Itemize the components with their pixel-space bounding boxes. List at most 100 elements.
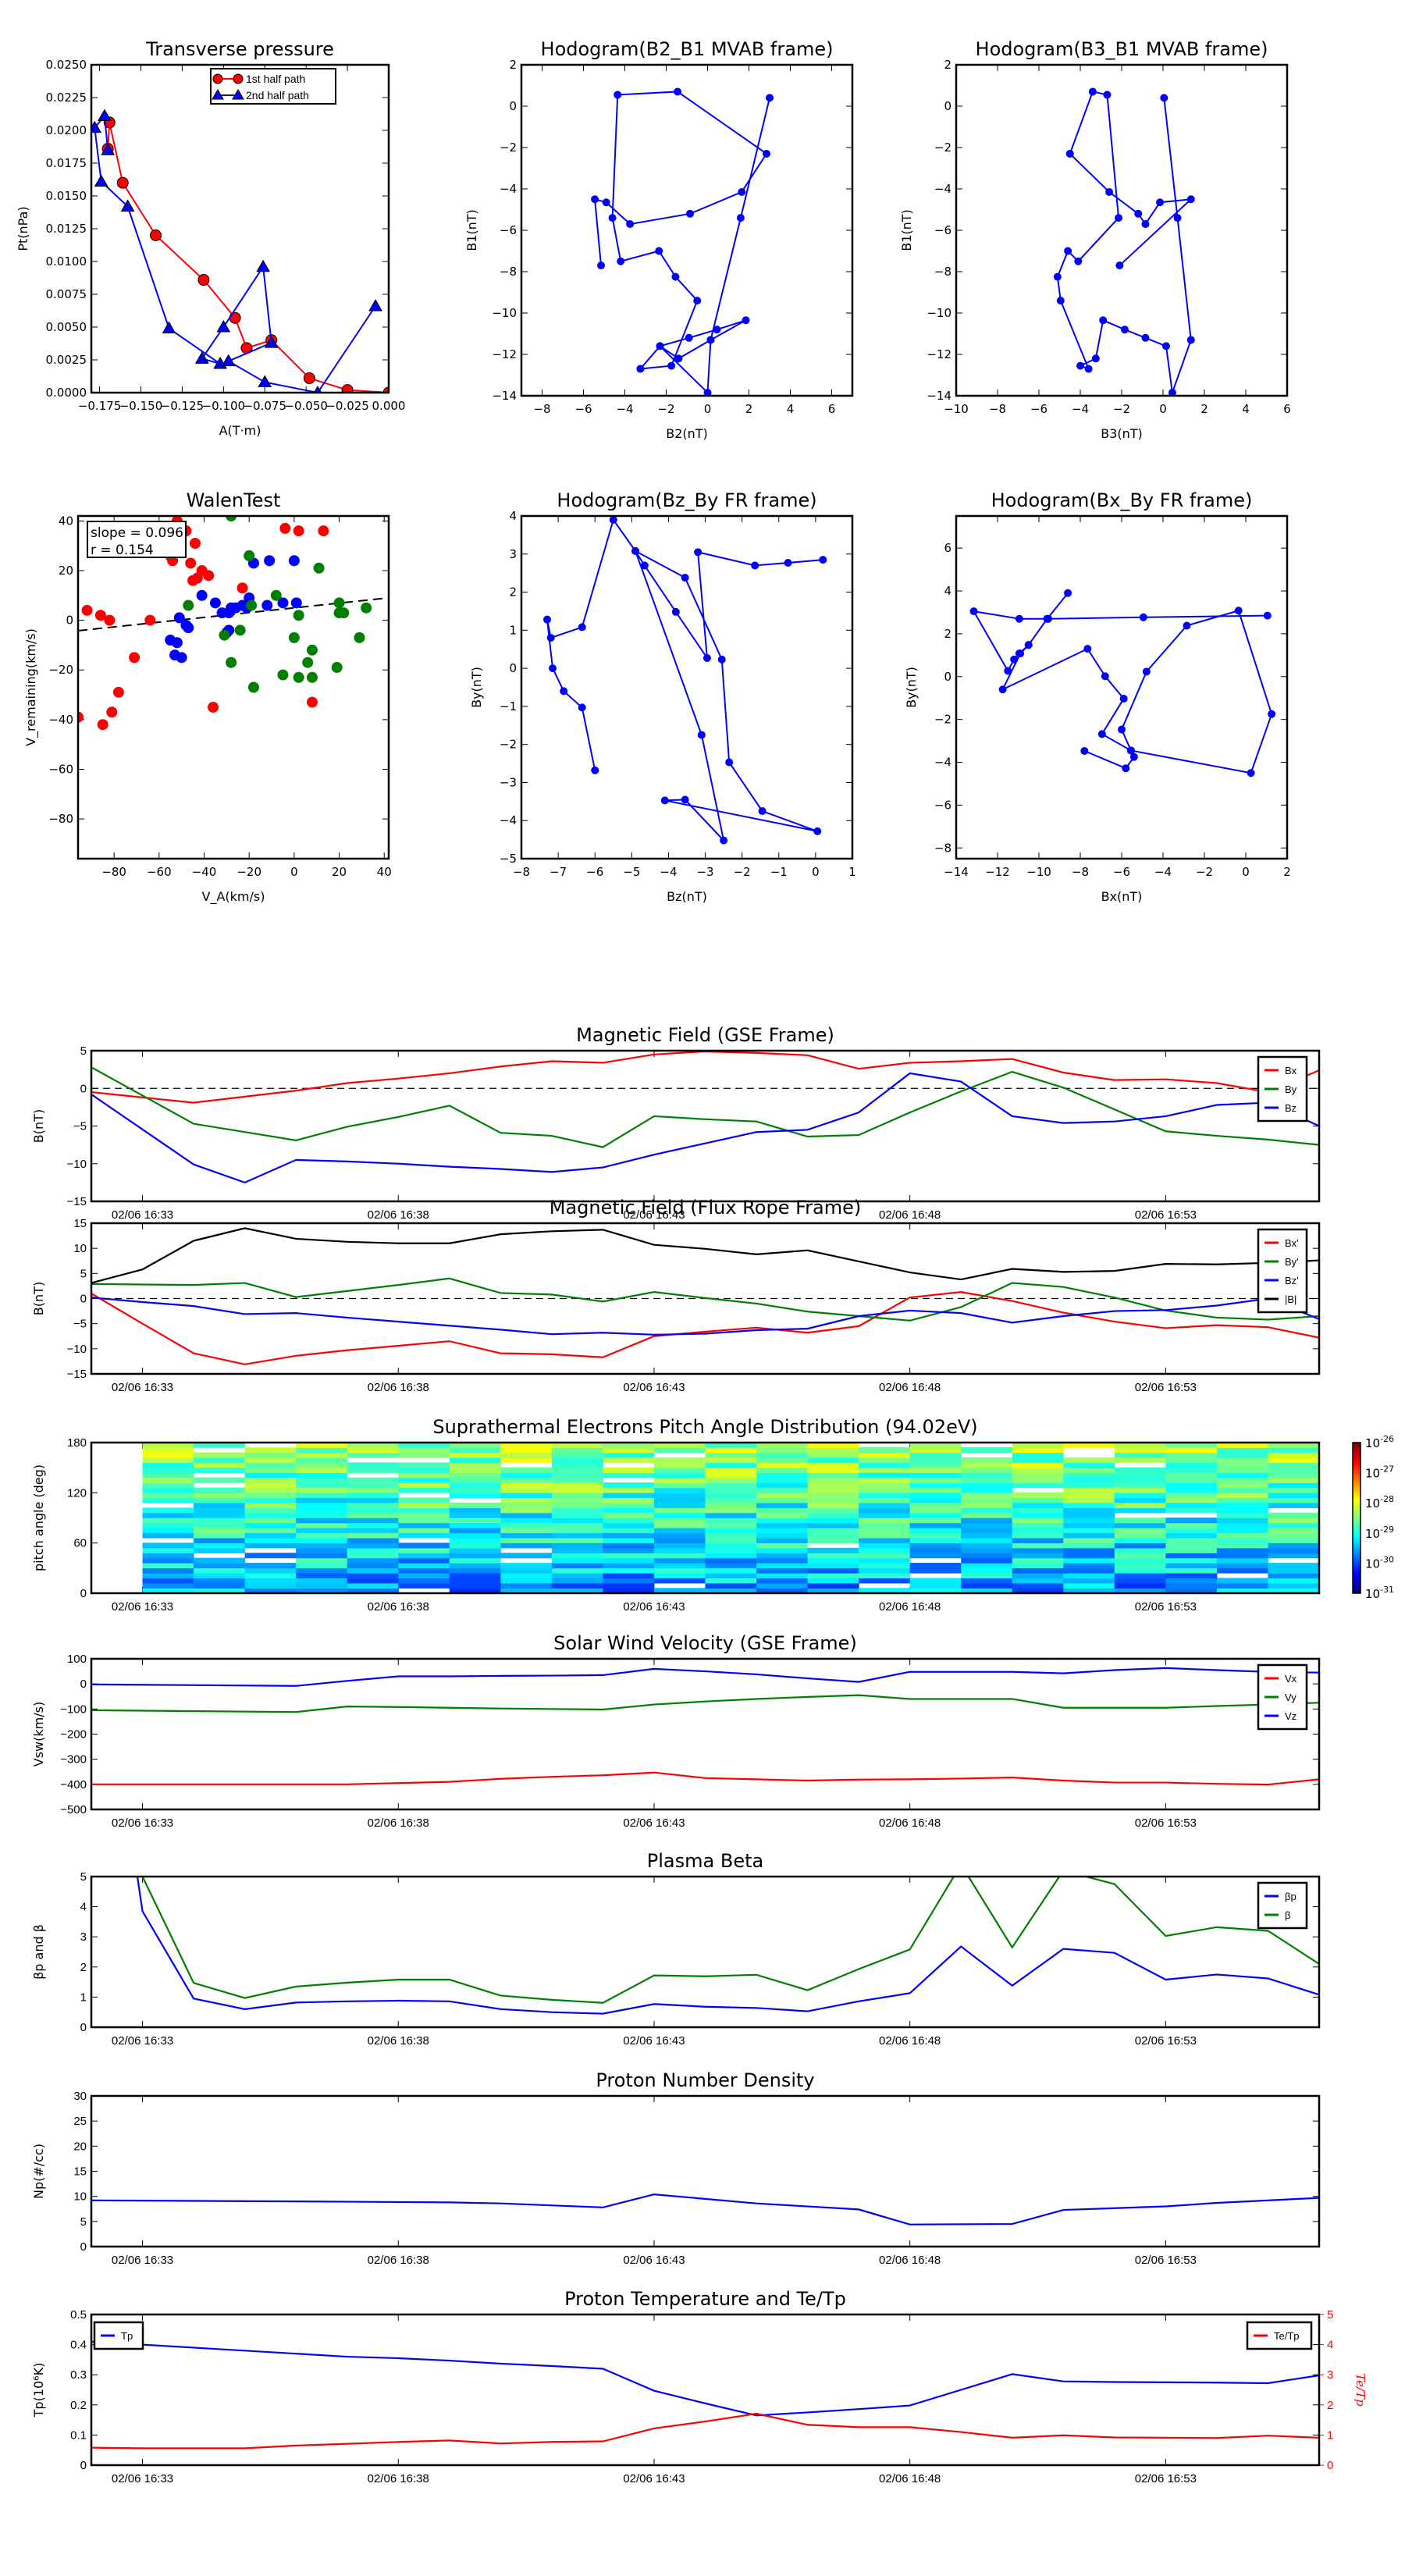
colorbar-segment bbox=[1353, 1482, 1361, 1486]
heatmap-cell bbox=[603, 1528, 655, 1534]
data-point bbox=[591, 766, 599, 774]
heatmap-cell bbox=[296, 1493, 348, 1499]
heatmap-cell bbox=[398, 1502, 450, 1508]
data-point bbox=[597, 262, 606, 270]
x-tick-label: 02/06 16:43 bbox=[623, 1208, 685, 1222]
heatmap-cell bbox=[1012, 1578, 1064, 1584]
heatmap-cell bbox=[807, 1532, 859, 1539]
heatmap-cell bbox=[1165, 1452, 1218, 1458]
right-tick-label: 5 bbox=[1327, 2308, 1333, 2322]
heatmap-cell bbox=[1012, 1537, 1064, 1543]
heatmap-cell bbox=[1268, 1482, 1319, 1489]
colorbar-segment bbox=[1353, 1567, 1361, 1571]
y-tick-label: 30 bbox=[73, 2090, 87, 2103]
heatmap-cell bbox=[1063, 1443, 1115, 1448]
heatmap-cell bbox=[961, 1517, 1013, 1524]
heatmap-cell bbox=[142, 1522, 194, 1528]
x-tick-label: −14 bbox=[944, 865, 969, 879]
heatmap-cell bbox=[807, 1572, 859, 1578]
heatmap-cell bbox=[1268, 1517, 1319, 1524]
series-line--p bbox=[136, 1877, 1319, 2015]
heatmap-cell bbox=[807, 1472, 859, 1478]
x-axis-label: B2(nT) bbox=[666, 426, 708, 441]
x-tick-label: −2 bbox=[734, 865, 751, 879]
series-line-bx-by bbox=[972, 592, 1273, 774]
heatmap-cell bbox=[1216, 1582, 1268, 1589]
heatmap-cell bbox=[244, 1537, 297, 1543]
heatmap-cell bbox=[756, 1537, 809, 1543]
heatmap-cell bbox=[1114, 1553, 1166, 1559]
heatmap-cell bbox=[909, 1578, 962, 1584]
heatmap-cell bbox=[756, 1582, 809, 1589]
heatmap-cell bbox=[961, 1567, 1013, 1574]
scatter-point bbox=[244, 550, 255, 561]
heatmap-cell bbox=[653, 1512, 706, 1518]
heatmap-cell bbox=[347, 1532, 399, 1539]
data-point bbox=[194, 351, 209, 364]
heatmap-cell bbox=[500, 1512, 553, 1518]
data-point bbox=[758, 807, 767, 816]
heatmap-cell bbox=[1063, 1507, 1115, 1514]
y-tick-label: −2 bbox=[934, 141, 951, 155]
x-tick-label: 02/06 16:53 bbox=[1135, 2472, 1197, 2485]
heatmap-cell bbox=[1165, 1507, 1218, 1514]
scatter-point bbox=[288, 632, 300, 643]
colorbar-segment bbox=[1353, 1578, 1361, 1582]
data-point bbox=[742, 316, 750, 325]
heatmap-cell bbox=[1114, 1567, 1166, 1574]
data-point bbox=[264, 336, 279, 348]
y-tick-label: −12 bbox=[492, 347, 517, 361]
heatmap-cell bbox=[194, 1517, 246, 1524]
heatmap-cell bbox=[398, 1482, 450, 1489]
heatmap-cell bbox=[1012, 1502, 1064, 1508]
heatmap-cell bbox=[1012, 1443, 1064, 1448]
heatmap-cell bbox=[705, 1517, 757, 1524]
colorbar-segment bbox=[1353, 1530, 1361, 1534]
chart-title: Magnetic Field (Flux Rope Frame) bbox=[550, 1197, 861, 1219]
y-tick-label: −4 bbox=[934, 756, 951, 770]
data-point bbox=[1156, 198, 1165, 207]
x-tick-label: 02/06 16:53 bbox=[1135, 1600, 1197, 1614]
heatmap-cell bbox=[142, 1547, 194, 1553]
heatmap-cell bbox=[449, 1472, 501, 1478]
y-tick-label: 2 bbox=[944, 627, 951, 641]
heatmap-cell bbox=[756, 1563, 809, 1569]
heatmap-cell bbox=[142, 1512, 194, 1518]
heatmap-cell bbox=[1165, 1487, 1218, 1493]
scatter-point bbox=[354, 632, 365, 643]
y-tick-label: −500 bbox=[60, 1803, 87, 1816]
heatmap-cell bbox=[1216, 1517, 1268, 1524]
scatter-point bbox=[306, 696, 318, 708]
heatmap-cell bbox=[1063, 1537, 1115, 1543]
heatmap-cell bbox=[551, 1467, 603, 1473]
heatmap-cell bbox=[296, 1467, 348, 1473]
heatmap-cell bbox=[705, 1553, 757, 1559]
heatmap-cell bbox=[961, 1502, 1013, 1508]
heatmap-cell bbox=[756, 1517, 809, 1524]
scatter-point bbox=[176, 652, 187, 664]
heatmap-cell bbox=[961, 1578, 1013, 1584]
heatmap-cell bbox=[194, 1563, 246, 1569]
scatter-point bbox=[183, 622, 194, 634]
y-tick-label: −5 bbox=[73, 1318, 87, 1331]
heatmap-cell bbox=[807, 1553, 859, 1559]
heatmap-cell bbox=[756, 1567, 809, 1574]
heatmap-cell bbox=[909, 1443, 962, 1448]
heatmap-cell bbox=[1268, 1563, 1319, 1569]
heatmap-cell bbox=[1216, 1487, 1268, 1493]
data-point bbox=[1074, 257, 1083, 265]
heatmap-cell bbox=[1268, 1547, 1319, 1553]
heatmap-cell bbox=[1063, 1588, 1115, 1593]
colorbar-exponent: -27 bbox=[1380, 1464, 1394, 1475]
heatmap-cell bbox=[1165, 1467, 1218, 1473]
heatmap-cell bbox=[1165, 1563, 1218, 1569]
heatmap-cell bbox=[756, 1447, 809, 1453]
data-point bbox=[546, 634, 555, 642]
heatmap-cell bbox=[194, 1502, 246, 1508]
series-line-bz- bbox=[91, 1297, 1319, 1336]
y-tick-label: −400 bbox=[60, 1778, 87, 1791]
heatmap-cell bbox=[859, 1462, 911, 1468]
scatter-point bbox=[78, 711, 84, 723]
heatmap-cell bbox=[1268, 1487, 1319, 1493]
axes-frame bbox=[90, 1657, 1321, 1811]
